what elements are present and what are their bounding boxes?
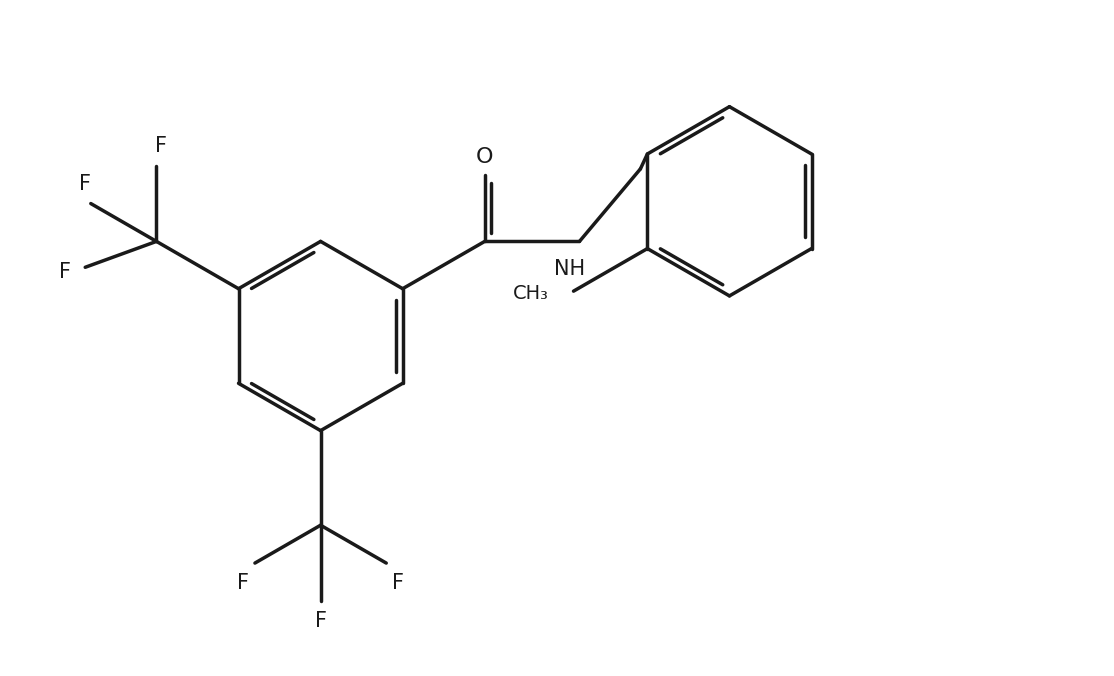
Text: F: F: [79, 174, 91, 193]
Text: F: F: [314, 611, 326, 631]
Text: F: F: [59, 262, 71, 283]
Text: CH₃: CH₃: [512, 284, 548, 303]
Text: O: O: [476, 147, 494, 167]
Text: NH: NH: [554, 260, 585, 279]
Text: F: F: [237, 573, 248, 593]
Text: F: F: [156, 136, 167, 155]
Text: F: F: [392, 573, 404, 593]
